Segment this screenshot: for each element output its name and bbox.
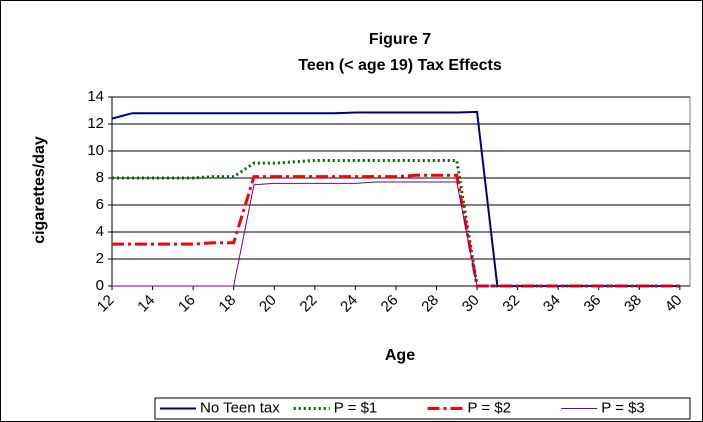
legend-label: P = $3	[601, 399, 645, 416]
legend-label: No Teen tax	[200, 399, 280, 416]
y-tick-label: 12	[87, 115, 104, 132]
series-line	[112, 181, 680, 287]
x-axis-label: Age	[385, 347, 415, 364]
y-tick-label: 4	[96, 223, 104, 240]
legend-label: P = $1	[334, 399, 378, 416]
y-tick-label: 10	[87, 142, 104, 159]
chart-title: Figure 7	[369, 31, 431, 48]
plot-area	[111, 96, 691, 287]
y-tick-label: 8	[96, 169, 104, 186]
legend: No Teen tax P = $1 P = $2 P = $3	[154, 397, 691, 420]
y-tick-label: 14	[87, 88, 104, 105]
y-tick-label: 2	[96, 250, 104, 267]
chart-subtitle: Teen (< age 19) Tax Effects	[298, 57, 502, 74]
y-tick-label: 6	[96, 196, 104, 213]
legend-box	[154, 397, 691, 420]
y-axis-label: cigarettes/day	[31, 136, 48, 244]
y-tick-label: 0	[96, 277, 104, 294]
legend-label: P = $2	[468, 399, 512, 416]
